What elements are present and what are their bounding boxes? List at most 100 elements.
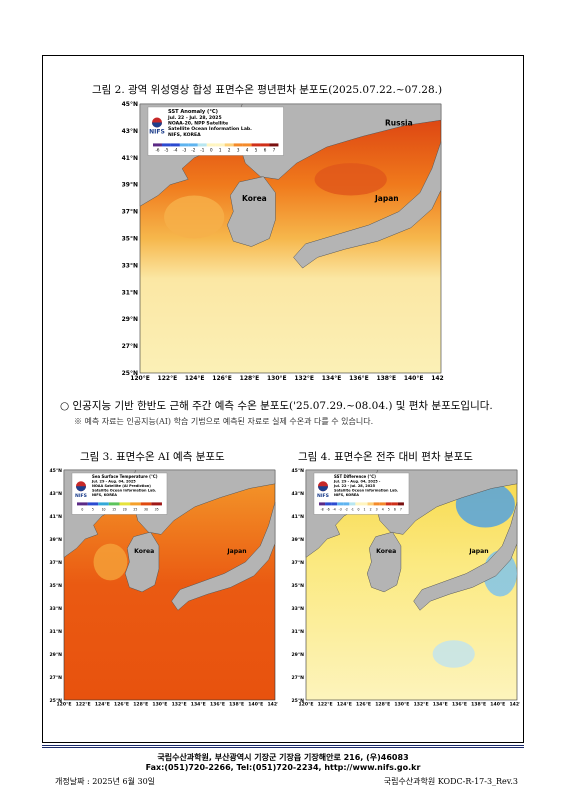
scale-label: 35 [155, 507, 159, 511]
scale-swatch [170, 143, 180, 147]
scale-label: 0 [81, 507, 83, 511]
bullet-text: ○ 인공지능 기반 한반도 근해 주간 예측 수온 분포도('25.07.29.… [60, 400, 493, 412]
scale-label: 4 [382, 507, 384, 511]
y-axis-label: 27°N [49, 675, 62, 681]
scale-label: -4 [333, 507, 336, 511]
x-axis-label: 124°E [95, 702, 110, 708]
scale-swatch [108, 502, 120, 506]
scale-swatch [179, 143, 189, 147]
x-axis-label: 142°E [267, 702, 278, 708]
x-axis-label: 124°E [185, 375, 205, 382]
scale-swatch [349, 502, 356, 506]
x-axis-label: 138°E [471, 702, 486, 708]
x-axis-label: 124°E [337, 702, 352, 708]
x-axis-label: 120°E [130, 375, 150, 382]
logo-text: NIFS [149, 128, 165, 135]
x-axis-label: 128°E [375, 702, 390, 708]
scale-label: 0 [357, 507, 359, 511]
x-axis-label: 122°E [318, 702, 333, 708]
scale-label: -8 [320, 507, 323, 511]
y-axis-label: 37°N [291, 560, 304, 566]
scale-swatch [140, 502, 152, 506]
x-axis-label: 142°E [431, 375, 444, 382]
scale-label: 7 [400, 507, 402, 511]
scale-label: 3 [376, 507, 378, 511]
y-axis-label: 33°N [122, 262, 138, 269]
scale-label: 20 [123, 507, 127, 511]
legend-line: Jul. 22 - Jul. 28, 2025 [333, 484, 376, 488]
scale-swatch [325, 502, 332, 506]
legend-line: NIFS, KOREA [334, 493, 359, 497]
x-axis-label: 136°E [349, 375, 369, 382]
sst-anomaly-map: 45°N 43°N 41°N 39°N 37°N 35°N 33°N 31°N 29°N 27°N… [122, 101, 444, 382]
scale-label: 1 [364, 507, 366, 511]
y-axis-label: 25°N [122, 370, 138, 377]
scale-swatch [153, 143, 162, 147]
y-axis-label: 25°N [291, 698, 304, 704]
x-axis-label: 132°E [294, 375, 314, 382]
footer-address: 국립수산과학원, 부산광역시 기장군 기장읍 기장해안로 216, (우)460… [157, 753, 409, 762]
place-label: Korea [376, 548, 396, 555]
y-axis-label: 45°N [291, 468, 304, 474]
scale-swatch [397, 502, 404, 506]
x-axis-label: 126°E [212, 375, 232, 382]
land [124, 531, 160, 593]
scale-label: 6 [394, 507, 396, 511]
y-axis-label: 43°N [291, 491, 304, 497]
figure-caption: 그림 3. 표면수온 AI 예측 분포도 [80, 451, 225, 463]
y-axis-label: 35°N [49, 583, 62, 589]
legend-title: Sea Surface Temperature (°C) [92, 474, 158, 479]
scale-swatch [87, 502, 99, 506]
place-label: Russia [385, 119, 413, 128]
y-axis-label: 27°N [122, 343, 138, 350]
scale-label: -5 [164, 147, 168, 152]
y-axis-label: 35°N [291, 583, 304, 589]
scale-swatch [269, 143, 279, 147]
x-axis-label: 134°E [433, 702, 448, 708]
legend-title: SST Difference (°C) [334, 474, 376, 479]
y-axis-label: 41°N [49, 514, 62, 520]
scale-label: 5 [92, 507, 94, 511]
scale-label: -2 [191, 147, 195, 152]
scale-swatch [337, 502, 344, 506]
scale-label: -4 [173, 147, 177, 152]
scale-label: 30 [144, 507, 148, 511]
land [171, 502, 276, 611]
footer-contact: Fax:(051)720-2266, Tel:(051)720-2234, ht… [145, 763, 421, 772]
y-axis-label: 31°N [122, 289, 138, 296]
scale-label: 2 [228, 147, 231, 152]
x-axis-label: 136°E [452, 702, 467, 708]
scale-swatch [331, 502, 338, 506]
sst-difference-map: 45°N 43°N 41°N 39°N 37°N 35°N 33°N 31°N 29°N 27°N… [291, 468, 520, 708]
scale-swatch [343, 502, 350, 506]
y-axis-label: 31°N [49, 629, 62, 635]
y-axis-label: 39°N [291, 537, 304, 543]
x-axis-label: 130°E [394, 702, 409, 708]
x-axis-label: 122°E [158, 375, 178, 382]
scale-swatch [224, 143, 234, 147]
document-code: 국립수산과학원 KODC-R-17-3_Rev.3 [383, 777, 518, 786]
y-axis-label: 33°N [49, 606, 62, 612]
y-axis-label: 29°N [291, 652, 304, 658]
scale-swatch [260, 143, 270, 147]
y-axis-label: 29°N [122, 316, 138, 323]
scale-swatch [391, 502, 398, 506]
y-axis-label: 35°N [122, 236, 138, 243]
logo-text: NIFS [317, 493, 329, 499]
scale-swatch [379, 502, 386, 506]
x-axis-label: 134°E [191, 702, 206, 708]
legend-line: NIFS, KOREA [168, 132, 201, 138]
legend-line: NIFS, KOREA [92, 493, 117, 497]
sea-patch [164, 195, 225, 239]
legend-line: Satellite Ocean Information Lab. [334, 488, 398, 492]
x-axis-label: 122°E [76, 702, 91, 708]
y-axis-label: 31°N [291, 629, 304, 635]
x-axis-label: 140°E [490, 702, 505, 708]
legend-line: NOAA Satellite (AI Prediction) [92, 484, 151, 488]
legend-title: SST Anomaly (°C) [168, 109, 218, 115]
scale-swatch [161, 143, 171, 147]
scale-swatch [373, 502, 380, 506]
x-axis-label: 142°E [509, 702, 520, 708]
scale-label: -3 [182, 147, 186, 152]
